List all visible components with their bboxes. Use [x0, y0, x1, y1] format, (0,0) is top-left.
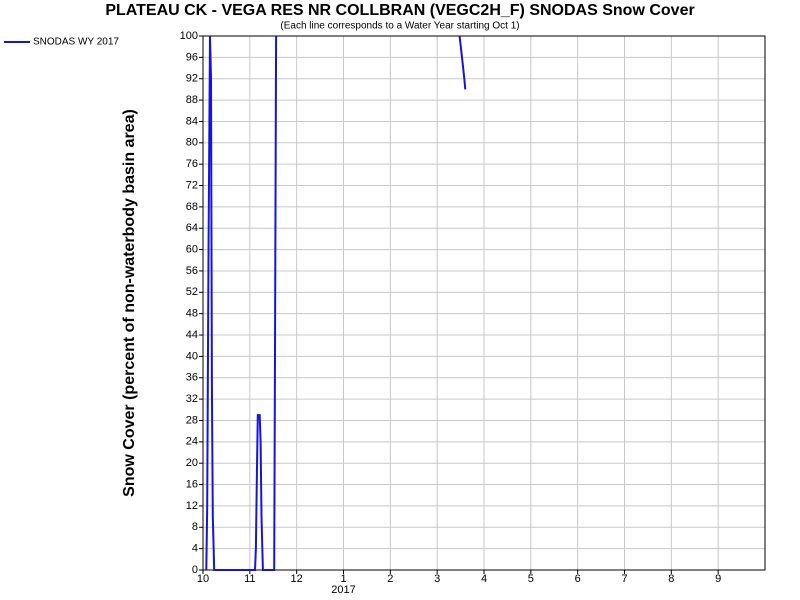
- x-tick-label: 8: [668, 573, 674, 585]
- y-tick-label: 80: [186, 137, 198, 149]
- y-tick-label: 32: [186, 393, 198, 405]
- x-tick-label: 1: [340, 573, 346, 585]
- legend-label: SNODAS WY 2017: [33, 37, 119, 48]
- x-tick-label: 5: [528, 573, 534, 585]
- chart-title: PLATEAU CK - VEGA RES NR COLLBRAN (VEGC2…: [105, 2, 694, 19]
- y-tick-label: 0: [192, 564, 198, 576]
- y-tick-label: 100: [180, 30, 198, 42]
- y-tick-label: 52: [186, 286, 198, 298]
- x-tick-label: 11: [244, 573, 255, 585]
- x-tick-label: 7: [621, 573, 627, 585]
- y-tick-label: 28: [186, 414, 198, 426]
- y-tick-label: 44: [186, 329, 198, 341]
- x-tick-label: 9: [715, 573, 721, 585]
- y-tick-label: 88: [186, 94, 198, 106]
- y-tick-label: 48: [186, 308, 198, 320]
- y-tick-label: 24: [186, 436, 198, 448]
- x-tick-label: 4: [481, 573, 487, 585]
- y-tick-label: 12: [186, 500, 198, 512]
- x-tick-label: 6: [575, 573, 581, 585]
- y-tick-label: 76: [186, 158, 198, 170]
- y-tick-label: 36: [186, 372, 198, 384]
- x-tick-label: 3: [434, 573, 440, 585]
- x-tick-label: 12: [291, 573, 303, 585]
- y-tick-label: 4: [192, 543, 198, 555]
- y-tick-label: 84: [186, 115, 198, 127]
- y-tick-label: 40: [186, 350, 198, 362]
- y-tick-label: 16: [186, 478, 198, 490]
- y-tick-label: 68: [186, 201, 198, 213]
- x-year-label: 2017: [331, 584, 355, 596]
- series-line: [205, 35, 467, 571]
- chart-subtitle: (Each line corresponds to a Water Year s…: [280, 21, 519, 32]
- plot-frame: [202, 35, 766, 571]
- y-tick-label: 60: [186, 244, 198, 256]
- x-tick-label: 2: [387, 573, 393, 585]
- y-tick-label: 72: [186, 179, 198, 191]
- y-tick-label: 20: [186, 457, 198, 469]
- y-tick-label: 64: [186, 222, 198, 234]
- y-tick-label: 8: [192, 521, 198, 533]
- x-tick-label: 10: [197, 573, 209, 585]
- y-tick-label: 56: [186, 265, 198, 277]
- y-tick-label: 92: [186, 73, 198, 85]
- y-tick-label: 96: [186, 51, 198, 63]
- y-axis-label: Snow Cover (percent of non-waterbody bas…: [121, 109, 138, 497]
